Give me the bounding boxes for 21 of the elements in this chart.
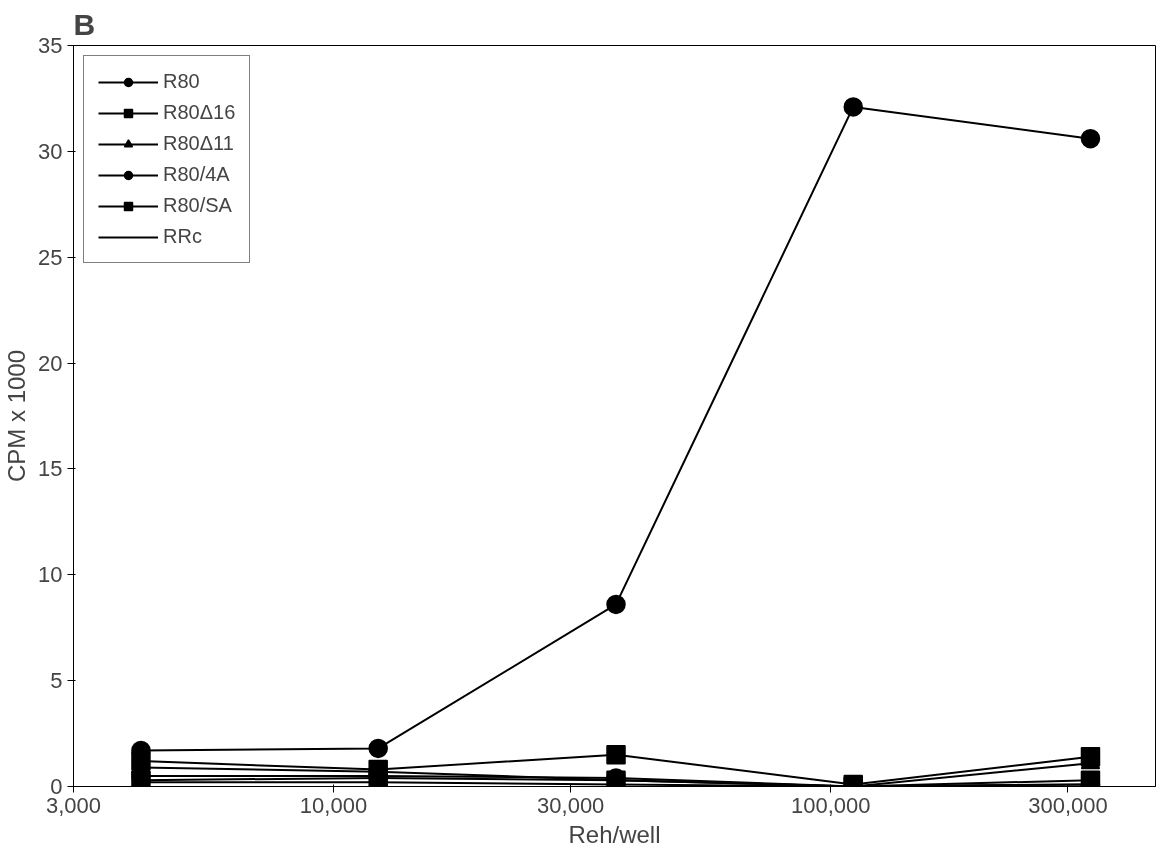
y-tick-label: 0 bbox=[50, 774, 63, 799]
legend-label: R80 bbox=[163, 70, 200, 93]
legend-label: RRc bbox=[163, 225, 202, 248]
y-tick-label: 25 bbox=[38, 244, 63, 270]
y-tick-label: 15 bbox=[38, 456, 63, 482]
legend-label: R80Δ11 bbox=[163, 132, 234, 155]
y-tick-label: 20 bbox=[38, 350, 63, 376]
x-tick-label: 10,000 bbox=[299, 792, 368, 818]
legend-label: R80/4A bbox=[163, 163, 230, 186]
x-tick-label: 300,000 bbox=[1028, 792, 1108, 818]
y-tick-label: 5 bbox=[50, 668, 63, 694]
y-tick-label: 30 bbox=[38, 138, 63, 164]
legend-label: R80/SA bbox=[163, 194, 232, 217]
y-axis-title: CPM x 1000 bbox=[3, 349, 31, 483]
x-tick-label: 30,000 bbox=[537, 792, 605, 818]
y-tick-label: 35 bbox=[38, 33, 63, 58]
x-tick-label: 100,000 bbox=[790, 792, 871, 818]
x-axis-title: Reh/well bbox=[568, 820, 661, 848]
y-tick-label: 10 bbox=[38, 562, 63, 588]
chart-title: B bbox=[73, 7, 96, 41]
legend-label: R80Δ16 bbox=[163, 101, 236, 124]
